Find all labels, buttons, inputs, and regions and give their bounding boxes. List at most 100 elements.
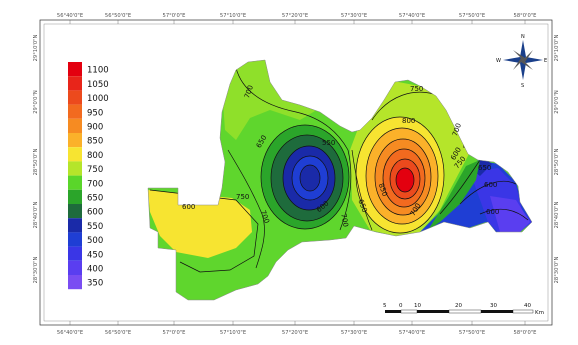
longitude-tick-label: 57°10'0"E bbox=[220, 330, 246, 336]
legend-label: 900 bbox=[87, 122, 103, 132]
scale-bar-segment bbox=[400, 309, 418, 314]
north-arrow-sw-point bbox=[513, 58, 523, 70]
latitude-labels-right: 29°10'0"N 29°0'0"N 28°50'0"N 28°40'0"N 28°30… bbox=[554, 34, 560, 283]
contour-label: 750 bbox=[236, 193, 249, 201]
scale-bar: 5 0 10 20 30 40 Km bbox=[383, 303, 544, 316]
legend-swatch bbox=[68, 246, 82, 261]
legend-label: 800 bbox=[87, 151, 103, 161]
legend-label: 450 bbox=[87, 250, 103, 260]
graticule-ticks bbox=[69, 20, 526, 325]
longitude-tick-label: 57°50'0"E bbox=[459, 13, 485, 19]
band-1100 bbox=[396, 168, 414, 192]
study-area-outline bbox=[147, 59, 533, 301]
map-inner-frame bbox=[43, 23, 549, 322]
scale-tick: 0 bbox=[399, 303, 403, 309]
latitude-tick-label: 29°0'0"N bbox=[33, 90, 39, 114]
scale-tick: 40 bbox=[524, 303, 531, 309]
scale-bar-segment bbox=[512, 309, 534, 314]
legend-swatch bbox=[68, 133, 82, 148]
longitude-tick-label: 57°30'0"E bbox=[341, 330, 367, 336]
west-label: W bbox=[496, 58, 501, 64]
contour-label: 750 bbox=[410, 85, 423, 93]
north-arrow: N S E W bbox=[496, 34, 547, 89]
latitude-tick-label: 28°30'0"N bbox=[554, 256, 560, 283]
north-arrow-nw-point bbox=[513, 50, 525, 60]
scale-tick: 10 bbox=[414, 303, 421, 309]
contour-lines bbox=[227, 67, 529, 269]
longitude-tick-label: 57°40'0"E bbox=[399, 13, 425, 19]
longitude-tick-label: 56°40'0"E bbox=[57, 13, 83, 19]
longitude-tick-label: 58°0'0"E bbox=[514, 330, 537, 336]
legend-swatch bbox=[68, 232, 82, 247]
north-arrow-s-point bbox=[520, 60, 526, 80]
legend-swatch bbox=[68, 147, 82, 162]
legend-label: 500 bbox=[87, 236, 103, 246]
contour-label: 600 bbox=[182, 203, 195, 211]
north-label: N bbox=[521, 34, 525, 40]
north-arrow-se-point bbox=[521, 60, 533, 70]
longitude-tick-label: 57°20'0"E bbox=[282, 13, 308, 19]
legend-swatch bbox=[68, 104, 82, 119]
longitude-labels-bottom: 56°40'0"E 56°50'0"E 57°0'0"E 57°10'0"E 57°20… bbox=[57, 330, 537, 336]
longitude-tick-label: 58°0'0"E bbox=[514, 13, 537, 19]
scale-tick: 20 bbox=[455, 303, 462, 309]
north-arrow-n-point bbox=[520, 40, 526, 60]
legend-swatch bbox=[68, 204, 82, 219]
longitude-labels-top: 56°40'0"E 56°50'0"E 57°0'0"E 57°10'0"E 57°20… bbox=[57, 13, 537, 19]
contour-label: 600 bbox=[484, 181, 497, 189]
contour-label: 550 bbox=[322, 139, 335, 147]
contour-line-sw bbox=[149, 189, 259, 273]
band-400-east bbox=[490, 196, 530, 232]
longitude-tick-label: 57°50'0"E bbox=[459, 330, 485, 336]
longitude-tick-label: 57°0'0"E bbox=[163, 13, 186, 19]
legend-swatch bbox=[68, 118, 82, 133]
scale-bar-segment bbox=[417, 310, 449, 313]
legend-label: 1000 bbox=[87, 94, 109, 104]
band-low-core bbox=[300, 165, 320, 191]
latitude-labels-left: 29°10'0"N 29°0'0"N 28°50'0"N 28°40'0"N 28°30… bbox=[33, 34, 39, 283]
legend-label: 1100 bbox=[87, 66, 109, 76]
legend-swatch bbox=[68, 161, 82, 176]
scale-bar-segment bbox=[448, 309, 482, 314]
legend-swatch bbox=[68, 175, 82, 190]
legend-swatch bbox=[68, 90, 82, 105]
scale-unit: Km bbox=[535, 310, 544, 316]
longitude-tick-label: 57°0'0"E bbox=[163, 330, 186, 336]
latitude-tick-label: 29°10'0"N bbox=[33, 34, 39, 61]
longitude-tick-label: 57°10'0"E bbox=[220, 13, 246, 19]
latitude-tick-label: 28°40'0"N bbox=[554, 201, 560, 228]
legend-label: 1050 bbox=[87, 80, 109, 90]
scale-bar-segment bbox=[385, 310, 401, 313]
legend-label: 400 bbox=[87, 264, 103, 274]
legend-swatch bbox=[68, 218, 82, 233]
legend-label: 950 bbox=[87, 108, 103, 118]
north-arrow-ne-point bbox=[523, 50, 533, 62]
contour-label: 700 bbox=[339, 213, 349, 228]
north-arrow-e-point bbox=[523, 57, 543, 63]
east-label: E bbox=[544, 58, 547, 64]
latitude-tick-label: 28°30'0"N bbox=[33, 256, 39, 283]
latitude-tick-label: 28°50'0"N bbox=[554, 148, 560, 175]
longitude-tick-label: 57°20'0"E bbox=[282, 330, 308, 336]
legend-label: 600 bbox=[87, 208, 103, 218]
legend-label: 350 bbox=[87, 279, 103, 289]
legend-swatch bbox=[68, 62, 82, 77]
latitude-tick-label: 28°50'0"N bbox=[33, 148, 39, 175]
latitude-tick-label: 29°0'0"N bbox=[554, 90, 560, 114]
legend-label: 550 bbox=[87, 222, 103, 232]
scale-tick: 5 bbox=[383, 303, 387, 309]
legend-label: 700 bbox=[87, 179, 103, 189]
longitude-tick-label: 56°40'0"E bbox=[57, 330, 83, 336]
band-800-southwest bbox=[148, 190, 252, 258]
latitude-tick-label: 28°40'0"N bbox=[33, 201, 39, 228]
scale-tick: 30 bbox=[490, 303, 497, 309]
latitude-tick-label: 29°10'0"N bbox=[554, 34, 560, 61]
legend-swatch bbox=[68, 260, 82, 275]
north-arrow-w-point bbox=[503, 57, 523, 63]
south-label: S bbox=[521, 83, 524, 89]
longitude-tick-label: 57°40'0"E bbox=[399, 330, 425, 336]
legend: 1100 1050 1000 950 900 850 800 750 700 650 600 550 5… bbox=[68, 62, 109, 290]
longitude-tick-label: 57°30'0"E bbox=[341, 13, 367, 19]
